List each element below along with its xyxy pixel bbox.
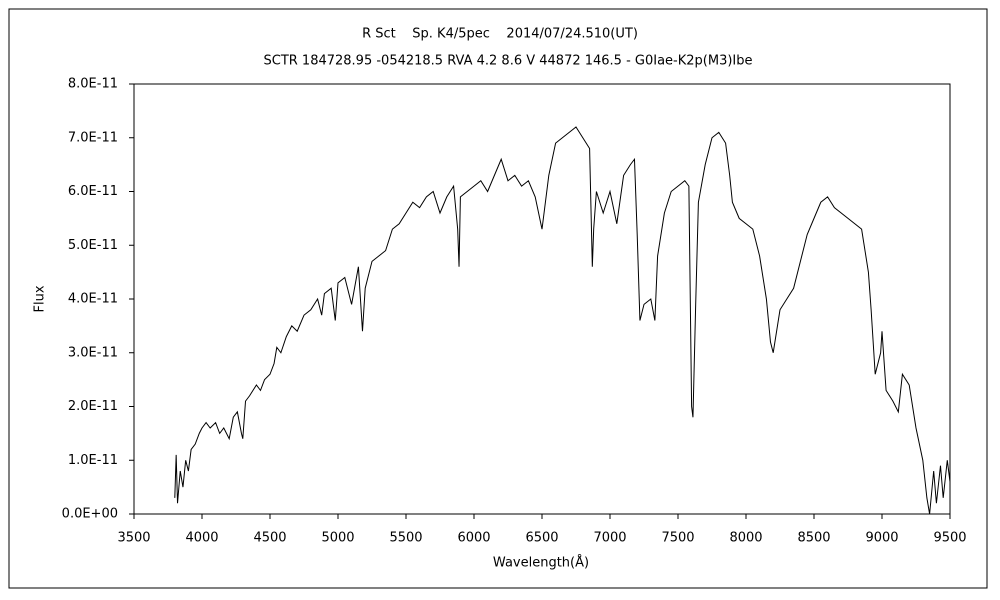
y-tick-label: 4.0E-11 (68, 292, 118, 307)
x-tick-label: 6500 (525, 531, 558, 546)
x-tick-label: 8500 (797, 531, 830, 546)
y-tick-label: 5.0E-11 (68, 238, 118, 253)
x-tick-label: 7000 (593, 531, 626, 546)
x-tick-label: 4000 (185, 531, 218, 546)
x-tick-label: 7500 (661, 531, 694, 546)
x-tick-label: 5500 (389, 531, 422, 546)
y-tick-label: 3.0E-11 (68, 345, 118, 360)
x-tick-label: 4500 (253, 531, 286, 546)
plot-area (133, 83, 951, 515)
x-tick-label: 9500 (933, 531, 966, 546)
y-tick-label: 1.0E-11 (68, 453, 118, 468)
x-tick-label: 3500 (117, 531, 150, 546)
chart-subtitle: SCTR 184728.95 -054218.5 RVA 4.2 8.6 V 4… (263, 54, 752, 69)
y-tick-label: 6.0E-11 (68, 184, 118, 199)
x-tick-label: 6000 (457, 531, 490, 546)
x-tick-label: 5000 (321, 531, 354, 546)
y-tick-label: 7.0E-11 (68, 130, 118, 145)
x-tick-label: 9000 (865, 531, 898, 546)
frame (8, 8, 988, 589)
x-axis-label: Wavelength(Å) (493, 555, 589, 571)
y-axis-label: Flux (33, 285, 48, 312)
x-tick-label: 8000 (729, 531, 762, 546)
y-tick-label: 0.0E+00 (62, 507, 118, 522)
y-tick-label: 8.0E-11 (68, 77, 118, 92)
chart-title: R Sct Sp. K4/5pec 2014/07/24.510(UT) (362, 27, 638, 42)
y-tick-label: 2.0E-11 (68, 399, 118, 414)
spectrum-line (174, 126, 951, 515)
